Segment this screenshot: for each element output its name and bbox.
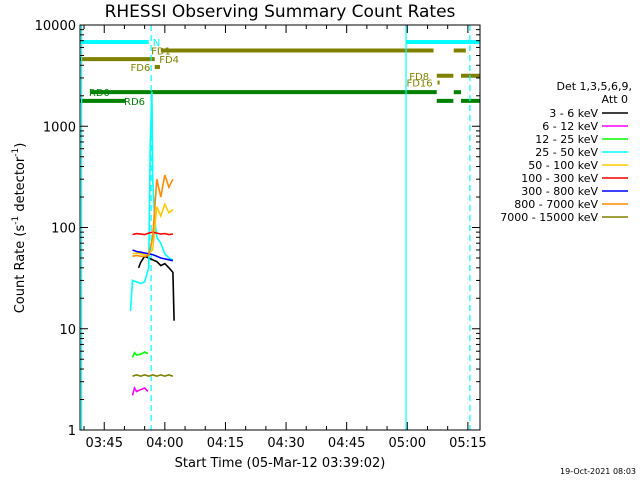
series-line-3 [129,91,174,311]
y-axis-label: Count Rate (s-1 detector-1) [11,143,28,314]
series-line-6 [132,249,174,262]
x-tick-label: 04:15 [207,436,244,451]
series-line-2 [131,351,149,358]
data-series [129,91,175,396]
x-axis-label: Start Time (05-Mar-12 03:39:02) [175,456,386,471]
y-tick-label: 10 [59,323,76,338]
status-label-n: N [153,38,160,49]
y-axis-label-sup1: -1 [11,216,21,225]
y-axis-label-sup2: -1 [11,148,21,157]
y-tick-label: 1000 [43,120,76,135]
status-label-rd0: RD0 [89,88,110,99]
status-label-fd8: FD8 [409,72,429,83]
series-line-7 [132,174,174,258]
legend-label-8: 7000 - 15000 keV [500,211,598,224]
series-line-1 [131,385,149,396]
status-label-fd6: FD6 [131,63,151,74]
series-line-8 [132,374,174,378]
y-tick-label: 100 [51,222,76,237]
status-label-fd1: FD1 [151,46,171,57]
legend-label-4: 50 - 100 keV [528,159,598,172]
y-tick-label: 1 [68,424,76,439]
legend-header-2: Att 0 [602,93,628,106]
x-tick-label: 03:45 [86,436,123,451]
x-tick-label: 04:45 [328,436,365,451]
x-tick-label: 04:00 [146,436,183,451]
x-tick-label: 05:15 [449,436,486,451]
legend-label-0: 3 - 6 keV [549,107,598,120]
legend-label-6: 300 - 800 keV [521,185,598,198]
legend-label-2: 12 - 25 keV [535,133,598,146]
y-axis-label-end: ) [13,143,28,148]
y-axis-ticks: 1 10 100 1000 10000 [35,19,480,439]
legend-label-5: 100 - 300 keV [521,172,598,185]
series-line-4 [132,202,174,256]
status-label-fd16: FD16 [406,79,432,90]
x-tick-label: 05:00 [389,436,426,451]
y-tick-label: 10000 [35,19,76,34]
y-axis-label-main: Count Rate (s [13,225,28,314]
status-label-rd6: RD6 [124,97,145,108]
x-tick-label: 04:30 [267,436,304,451]
chart-title: RHESSI Observing Summary Count Rates [105,2,456,22]
status-label-fd4: FD4 [159,55,179,66]
legend-label-1: 6 - 12 keV [542,120,598,133]
legend-label-3: 25 - 50 keV [535,146,598,159]
y-axis-label-mid: detector [13,156,28,216]
footer-date: 19-Oct-2021 08:03 [560,467,636,476]
series-line-0 [137,255,175,321]
legend-header-1: Det 1,3,5,6,9, [556,80,632,93]
x-axis-ticks: 03:45 04:00 04:15 04:30 04:45 05:00 05:15 [83,25,487,451]
legend-label-7: 800 - 7000 keV [514,198,598,211]
